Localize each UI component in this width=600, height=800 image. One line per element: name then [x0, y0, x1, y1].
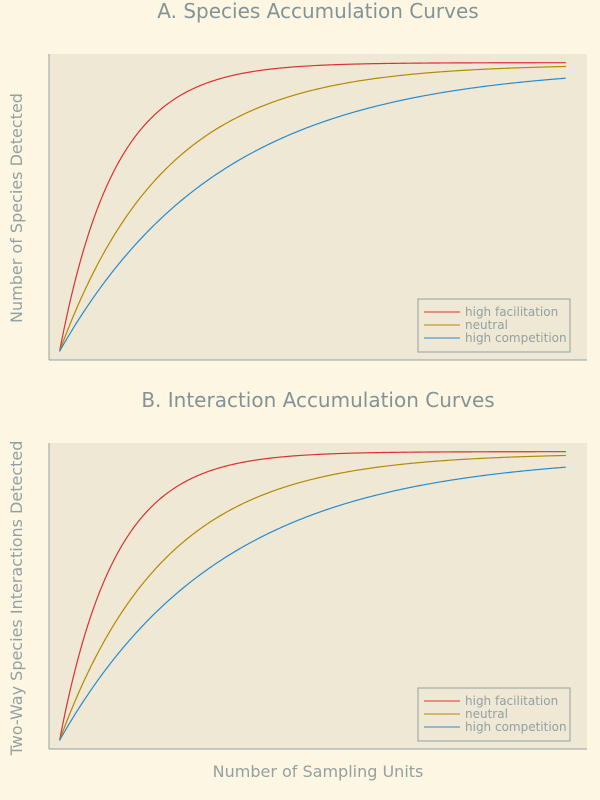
panel-a-line-high-competition — [59, 77, 566, 352]
panel-b-y-axis-label: Two-Way Species Interactions Detected — [7, 441, 26, 757]
panel-b-line-neutral — [58, 454, 566, 741]
panel-b: B. Interaction Accumulation Curves Two-W… — [7, 388, 587, 781]
panel-b-legend: high facilitation neutral high competiti… — [417, 687, 571, 742]
panel-b-title: B. Interaction Accumulation Curves — [141, 388, 494, 412]
panel-b-line-high-facilitation — [58, 451, 566, 741]
panel-b-legend-label-high-facilitation: high facilitation — [465, 694, 558, 708]
panel-a-line-high-facilitation — [58, 62, 566, 352]
panel-a-legend-label-high-facilitation: high facilitation — [465, 305, 558, 319]
panel-b-legend-label-high-competition: high competition — [465, 720, 567, 734]
panel-b-line-high-competition — [59, 466, 566, 741]
panel-b-legend-label-neutral: neutral — [465, 707, 508, 721]
panel-b-series-lines — [58, 451, 566, 741]
panel-a-legend-label-high-competition: high competition — [465, 331, 567, 345]
panel-b-x-axis-label: Number of Sampling Units — [213, 762, 424, 781]
panel-a-title: A. Species Accumulation Curves — [157, 0, 478, 23]
panel-a: A. Species Accumulation Curves Number of… — [7, 0, 587, 361]
panel-a-line-neutral — [58, 65, 566, 352]
panel-a-legend-label-neutral: neutral — [465, 318, 508, 332]
panel-a-legend: high facilitation neutral high competiti… — [417, 298, 571, 353]
panel-a-series-lines — [58, 62, 566, 352]
panel-a-y-axis-label: Number of Species Detected — [7, 93, 26, 323]
